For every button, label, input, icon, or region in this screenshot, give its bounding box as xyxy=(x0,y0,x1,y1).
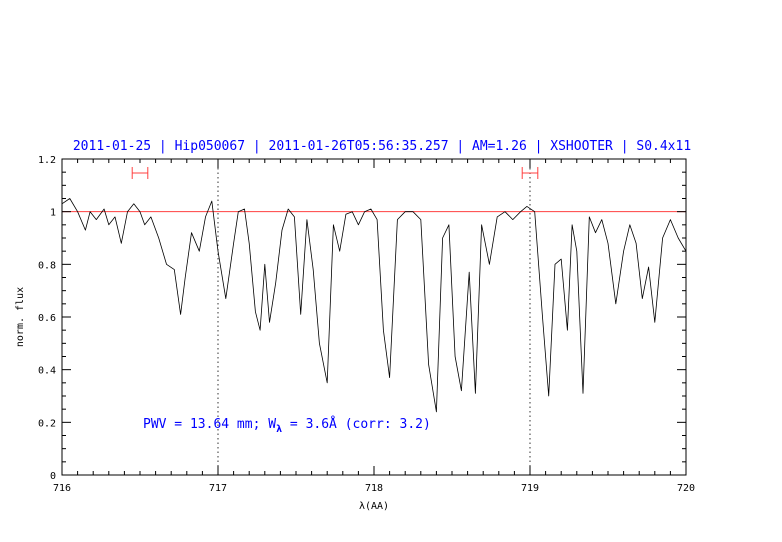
x-tick-label: 717 xyxy=(209,483,227,494)
plot-area: 716 717 718 719 720 0 0.2 0.4 0.6 0.8 1 1.2 xyxy=(38,155,695,494)
spectrum-series-line xyxy=(61,198,687,413)
y-axis-label: norm. flux xyxy=(15,287,26,347)
x-tick-label: 719 xyxy=(521,483,539,494)
y-tick-label: 0.8 xyxy=(38,260,56,271)
y-tick-label: 1.2 xyxy=(38,155,56,166)
pwv-annotation-suffix: = 3.6Å (corr: 3.2) xyxy=(282,416,431,432)
continuum-window-2 xyxy=(521,167,539,179)
chart-title: 2011-01-25 | Hip050067 | 2011-01-26T05:5… xyxy=(73,139,691,154)
y-tick-label: 1 xyxy=(50,208,56,219)
x-tick-label: 716 xyxy=(53,483,71,494)
pwv-annotation: PWV = 13.64 mm; Wλ = 3.6Å (corr: 3.2) xyxy=(143,416,431,435)
x-axis-label: λ(AA) xyxy=(359,501,389,512)
x-tick-label: 718 xyxy=(365,483,383,494)
x-tick-label: 720 xyxy=(677,483,695,494)
pwv-annotation-subscript: λ xyxy=(276,424,282,435)
y-tick-label: 0.4 xyxy=(38,366,56,377)
y-tick-label: 0 xyxy=(50,471,56,482)
continuum-window-1 xyxy=(131,167,149,179)
pwv-annotation-prefix: PWV = 13.64 mm; W xyxy=(143,417,276,432)
y-tick-label: 0.6 xyxy=(38,313,56,324)
y-tick-label: 0.2 xyxy=(38,418,56,429)
